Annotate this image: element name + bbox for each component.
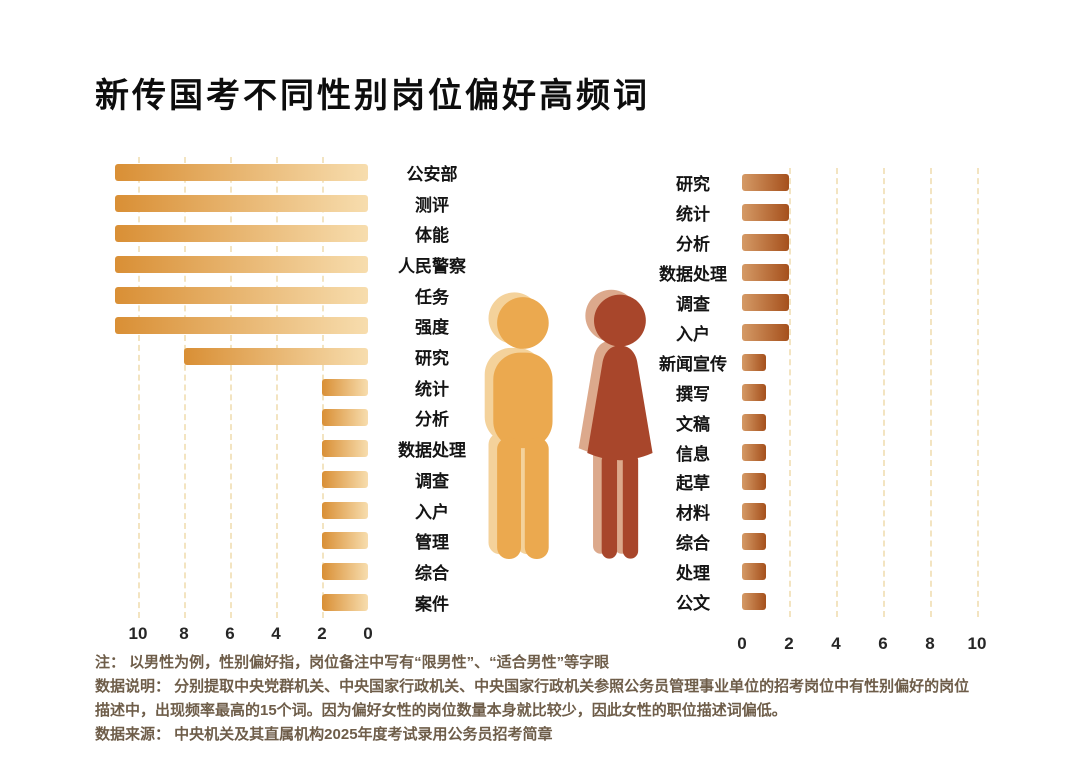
male-category-label: 统计 — [415, 379, 449, 399]
gridline — [836, 168, 838, 617]
female-axis-tick: 0 — [737, 634, 747, 653]
male-category-label: 体能 — [415, 226, 449, 246]
gridline — [930, 168, 932, 617]
female-axis-tick: 8 — [925, 634, 935, 653]
female-category-label: 起草 — [676, 474, 710, 494]
female-axis-tick: 2 — [784, 634, 794, 653]
female-bar — [742, 264, 789, 282]
female-bar — [742, 294, 789, 312]
male-category-label: 入户 — [415, 502, 449, 522]
male-category-label: 数据处理 — [398, 441, 466, 461]
male-bar — [322, 440, 368, 458]
female-axis-tick: 10 — [967, 634, 987, 653]
male-category-label: 分析 — [415, 410, 449, 430]
female-category-label: 处理 — [676, 564, 710, 584]
male-bar — [184, 348, 368, 366]
male-category-label: 公安部 — [406, 164, 458, 184]
male-bar — [322, 501, 368, 519]
female-category-label: 入户 — [676, 324, 710, 344]
male-bar — [322, 562, 368, 580]
female-bar — [742, 413, 766, 431]
female-bar — [742, 533, 766, 551]
female-bar — [742, 593, 766, 611]
female-category-label: 数据处理 — [659, 265, 727, 285]
female-bar — [742, 503, 766, 521]
male-category-label: 任务 — [415, 287, 449, 307]
female-axis-tick: 4 — [831, 634, 841, 653]
page-title: 新传国考不同性别岗位偏好高频词 — [95, 77, 650, 115]
gridline — [230, 157, 232, 618]
male-axis-tick: 0 — [363, 624, 373, 643]
male-axis-tick: 6 — [225, 624, 235, 643]
female-bar — [742, 323, 789, 341]
female-category-label: 材料 — [676, 504, 710, 524]
footnote-method: 数据说明： 分别提取中央党群机关、中央国家行政机关、中央国家行政机关参照公务员管… — [95, 678, 970, 719]
male-bar — [322, 532, 368, 550]
female-bar — [742, 383, 766, 401]
female-bar — [742, 234, 789, 252]
gridline — [276, 157, 278, 618]
female-category-label: 调查 — [676, 295, 710, 315]
female-bar — [742, 473, 766, 491]
male-category-label: 管理 — [415, 533, 449, 553]
male-bar — [322, 470, 368, 488]
female-axis-tick: 6 — [878, 634, 888, 653]
male-bar — [322, 409, 368, 427]
male-bar — [115, 255, 368, 273]
male-category-label: 强度 — [415, 318, 449, 338]
female-category-label: 研究 — [676, 175, 710, 195]
female-category-label: 综合 — [676, 534, 710, 554]
male-category-label: 案件 — [415, 594, 449, 614]
male-bar — [115, 194, 368, 212]
female-bar — [742, 563, 766, 581]
male-figure-icon — [484, 292, 553, 559]
female-bar — [742, 443, 766, 461]
male-category-label: 测评 — [415, 195, 449, 215]
male-axis-tick: 4 — [271, 624, 281, 643]
male-category-label: 研究 — [415, 349, 449, 369]
footnote-source: 数据来源： 中央机关及其直属机构2025年度考试录用公务员招考简章 — [95, 725, 553, 743]
male-bar — [115, 317, 368, 335]
female-bar — [742, 174, 789, 192]
gridline — [789, 168, 791, 617]
male-bar — [115, 286, 368, 304]
footnotes: 注： 以男性为例，性别偏好指，岗位备注中写有“限男性”、“适合男性”等字眼 数据… — [95, 651, 980, 747]
female-figure-icon — [578, 289, 653, 559]
male-category-label: 调查 — [415, 471, 449, 491]
female-category-label: 新闻宣传 — [659, 354, 727, 374]
female-category-label: 公文 — [676, 594, 710, 614]
female-category-label: 统计 — [676, 205, 710, 225]
male-bar — [115, 225, 368, 243]
female-category-label: 文稿 — [676, 414, 710, 434]
female-bar — [742, 353, 766, 371]
male-category-label: 人民警察 — [398, 256, 466, 276]
gridline — [138, 157, 140, 618]
male-category-label: 综合 — [415, 563, 449, 583]
female-category-label: 信息 — [676, 444, 710, 464]
footnote-definition: 注： 以男性为例，性别偏好指，岗位备注中写有“限男性”、“适合男性”等字眼 — [95, 654, 610, 671]
male-bar — [322, 593, 368, 611]
male-axis-tick: 8 — [179, 624, 189, 643]
male-axis-tick: 10 — [128, 624, 148, 643]
female-category-label: 撰写 — [676, 384, 710, 404]
gridline — [184, 157, 186, 618]
male-bar — [322, 378, 368, 396]
female-category-label: 分析 — [676, 235, 710, 255]
female-bar — [742, 204, 789, 222]
gridline — [977, 168, 979, 617]
male-axis-tick: 2 — [317, 624, 327, 643]
gridline — [883, 168, 885, 617]
male-bar — [115, 163, 368, 181]
